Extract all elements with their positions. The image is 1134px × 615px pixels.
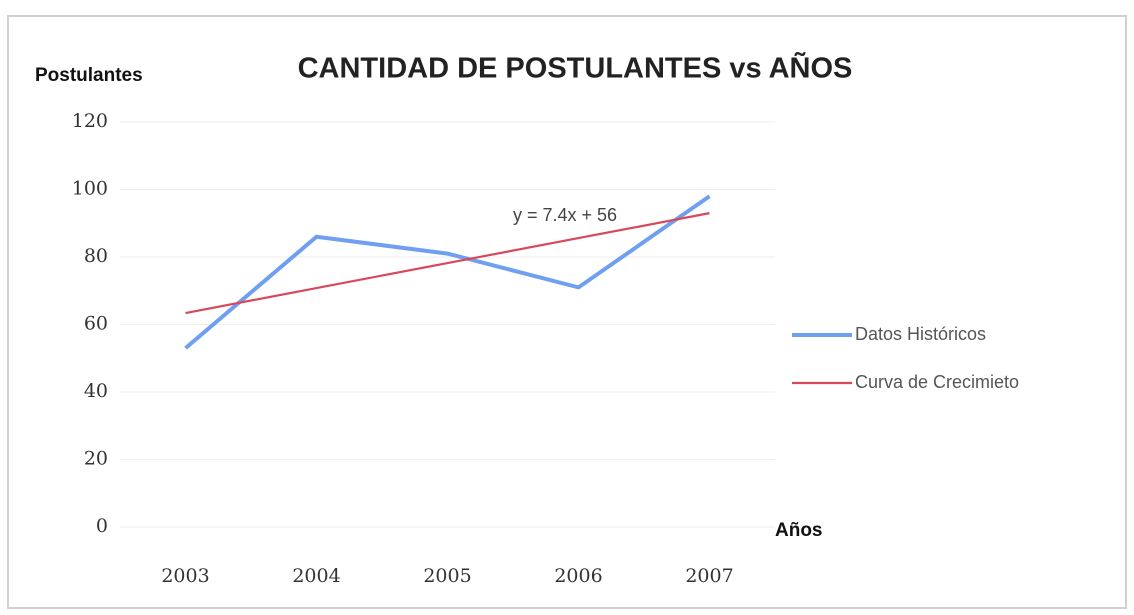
x-tick-label: 2003 [161,565,209,587]
chart-frame [7,15,1127,609]
x-tick-label: 2004 [292,565,340,587]
y-axis-label: Postulantes [35,65,143,86]
y-tick-label: 20 [84,448,108,470]
y-tick-label: 40 [84,380,108,402]
chart-title: CANTIDAD DE POSTULANTES vs AÑOS [298,51,853,85]
x-tick-label: 2005 [423,565,471,587]
series-line [185,212,710,315]
y-tick-label: 120 [72,110,108,132]
x-tick-label: 2007 [685,565,733,587]
y-tick-label: 80 [84,245,108,267]
x-axis-label: Años [775,520,823,541]
series-line [184,194,711,350]
y-tick-label: 100 [72,178,108,200]
y-tick-label: 60 [84,313,108,335]
x-tick-label: 2006 [554,565,602,587]
legend-label: Curva de Crecimieto [855,372,1019,392]
legend-label: Datos Históricos [855,324,986,344]
trend-equation: y = 7.4x + 56 [513,205,617,225]
y-tick-label: 0 [96,515,108,537]
